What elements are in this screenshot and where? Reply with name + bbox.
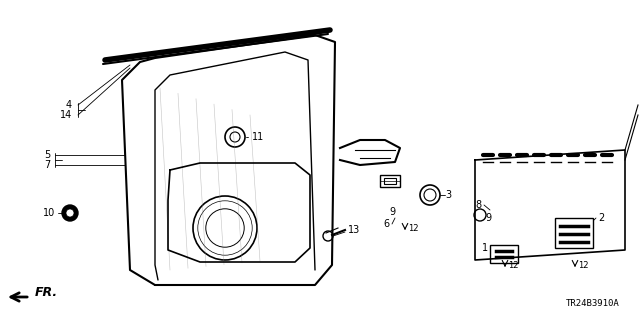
Circle shape	[62, 205, 78, 221]
Text: 2: 2	[598, 213, 604, 223]
Text: 12: 12	[508, 260, 518, 269]
Text: 1: 1	[482, 243, 488, 253]
Circle shape	[66, 209, 74, 217]
Text: 5: 5	[44, 150, 50, 160]
Text: 3: 3	[445, 190, 451, 200]
Text: 14: 14	[60, 110, 72, 120]
Text: 12: 12	[408, 223, 419, 233]
Text: TR24B3910A: TR24B3910A	[566, 299, 620, 308]
Text: 6: 6	[384, 219, 390, 229]
Text: 7: 7	[44, 160, 50, 170]
Text: 12: 12	[578, 260, 589, 269]
Text: FR.: FR.	[35, 285, 58, 299]
Text: 4: 4	[66, 100, 72, 110]
Bar	[555, 218, 593, 248]
Bar	[490, 245, 518, 263]
Bar	[384, 178, 396, 184]
Text: 11: 11	[252, 132, 264, 142]
Bar	[380, 175, 400, 187]
Text: 8: 8	[476, 200, 482, 210]
Text: 13: 13	[348, 225, 360, 235]
Text: 9: 9	[486, 213, 492, 223]
Text: 10: 10	[43, 208, 55, 218]
Text: 9: 9	[389, 207, 395, 217]
